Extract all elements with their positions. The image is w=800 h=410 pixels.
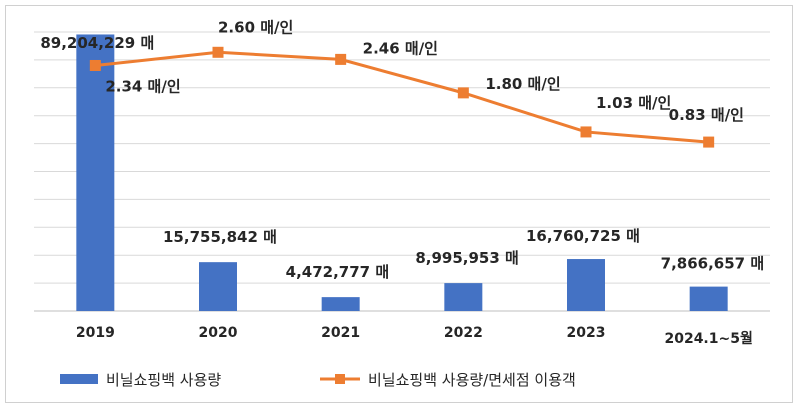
x-tick-label: 2022 bbox=[444, 325, 483, 341]
bar-data-label: 8,995,953 매 bbox=[415, 249, 518, 267]
bar-series bbox=[76, 34, 728, 311]
bar-2021 bbox=[321, 297, 360, 311]
line-marker-2023 bbox=[580, 126, 592, 138]
x-tick-label: 2024.1~5월 bbox=[664, 330, 752, 347]
line-data-labels: 2.34 매/인 2.60 매/인 2.46 매/인 1.80 매/인 1.03 매/인… bbox=[105, 18, 744, 124]
chart-frame bbox=[5, 5, 793, 403]
line-series bbox=[89, 46, 715, 148]
line-marker-2021 bbox=[335, 53, 347, 65]
line-marker-2022 bbox=[457, 87, 469, 99]
bar-data-label: 7,866,657 매 bbox=[661, 255, 764, 273]
legend-swatch-line-marker bbox=[335, 374, 345, 384]
legend-label-bar: 비닐쇼핑백 사용량 bbox=[106, 371, 221, 389]
gridlines bbox=[34, 31, 770, 312]
line-marker-2020 bbox=[212, 46, 224, 58]
line-data-label: 1.03 매/인 bbox=[596, 94, 671, 112]
x-tick-label: 2019 bbox=[76, 325, 115, 341]
bar-2020 bbox=[199, 262, 237, 311]
x-tick-label: 2020 bbox=[199, 325, 238, 341]
x-tick-label: 2023 bbox=[567, 325, 606, 341]
legend-label-line: 비닐쇼핑백 사용량/면세점 이용객 bbox=[368, 371, 576, 389]
line-path bbox=[95, 50, 709, 144]
legend-swatch-bar bbox=[60, 374, 98, 384]
line-data-label: 2.34 매/인 bbox=[105, 77, 180, 95]
line-marker-2024.1~5월 bbox=[703, 136, 715, 148]
line-data-label: 2.46 매/인 bbox=[363, 39, 438, 57]
bar-data-label: 89,204,229 매 bbox=[40, 34, 154, 52]
bar-2019 bbox=[76, 34, 115, 311]
bar-2023 bbox=[567, 259, 605, 311]
line-marker-2019 bbox=[89, 59, 101, 71]
bar-2024.1~5월 bbox=[689, 286, 728, 311]
line-data-label: 0.83 매/인 bbox=[669, 106, 744, 124]
line-data-label: 1.80 매/인 bbox=[485, 75, 560, 93]
line-data-label: 2.60 매/인 bbox=[218, 18, 293, 36]
x-axis-tick-labels: 2019 2020 2021 2022 2023 2024.1~5월 bbox=[76, 325, 753, 347]
bar-data-label: 16,760,725 매 bbox=[526, 227, 640, 245]
bar-data-label: 4,472,777 매 bbox=[286, 263, 389, 281]
x-tick-label: 2021 bbox=[321, 325, 360, 341]
bar-data-labels: 89,204,229 매 15,755,842 매 4,472,777 매 8,995… bbox=[40, 34, 764, 281]
bar-data-label: 15,755,842 매 bbox=[163, 228, 277, 246]
bar-2022 bbox=[444, 283, 483, 311]
legend: 비닐쇼핑백 사용량 비닐쇼핑백 사용량/면세점 이용객 bbox=[60, 371, 576, 389]
